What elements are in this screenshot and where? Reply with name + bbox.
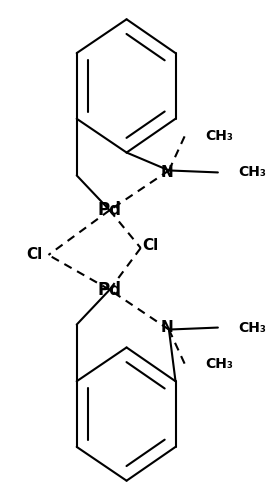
Text: CH₃: CH₃ xyxy=(206,129,234,143)
FancyBboxPatch shape xyxy=(95,201,125,219)
Text: Pd: Pd xyxy=(98,281,122,299)
Text: CH₃: CH₃ xyxy=(206,357,234,371)
FancyBboxPatch shape xyxy=(95,281,125,299)
Text: Cl: Cl xyxy=(27,248,43,262)
Text: CH₃: CH₃ xyxy=(238,320,266,334)
Text: N: N xyxy=(161,320,173,335)
Text: Pd: Pd xyxy=(98,201,122,219)
Text: N: N xyxy=(161,165,173,180)
Text: CH₃: CH₃ xyxy=(238,166,266,180)
Text: Cl: Cl xyxy=(143,238,159,252)
